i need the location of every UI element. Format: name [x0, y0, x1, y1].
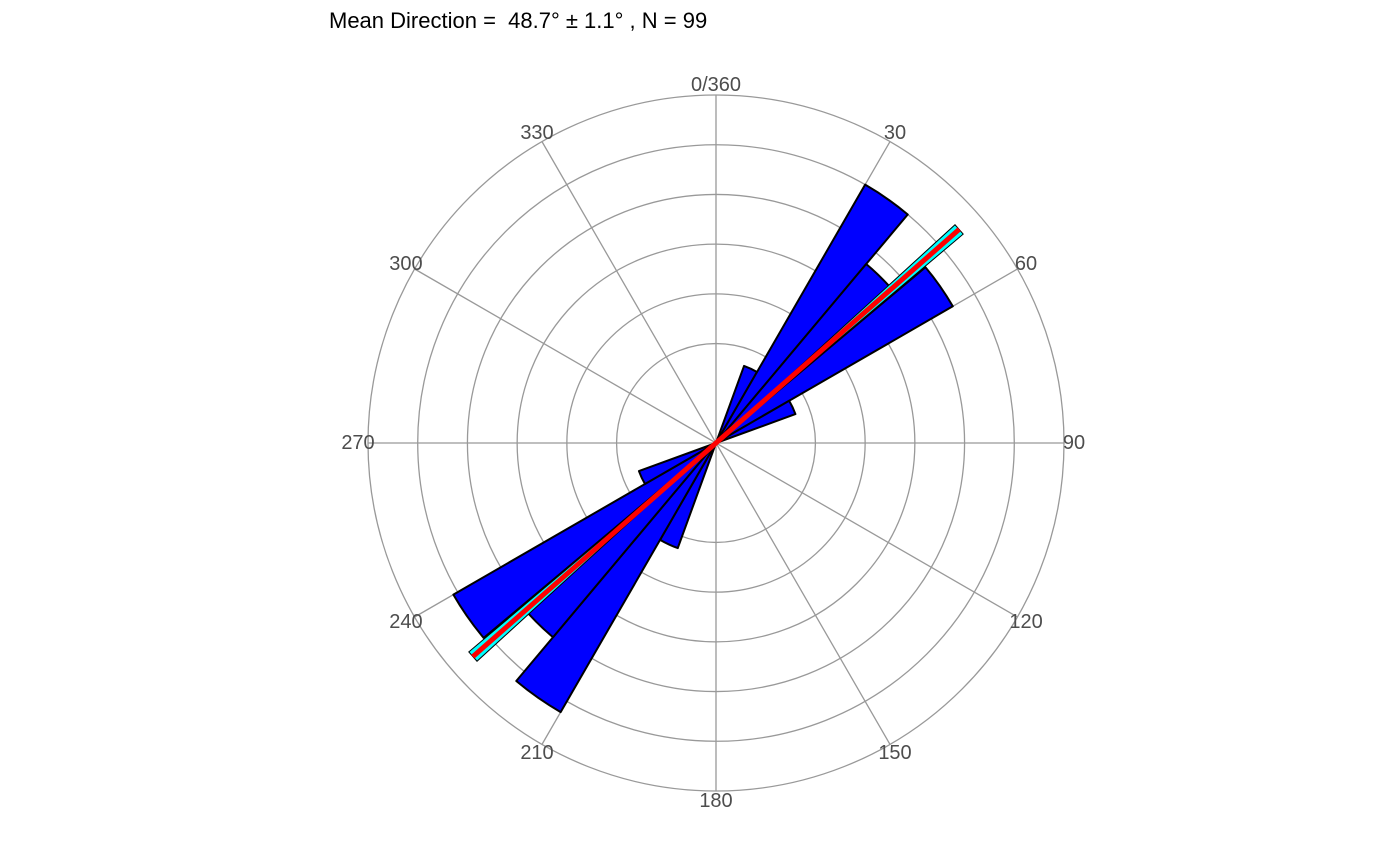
angle-tick-label: 90 [1063, 432, 1085, 454]
rose-bar [715, 183, 909, 444]
chart-title: Mean Direction = 48.7° ± 1.1° , N = 99 [329, 8, 708, 33]
grid-spoke [414, 268, 717, 444]
angle-tick-label: 270 [341, 432, 374, 454]
angle-tick-label: 180 [699, 790, 732, 812]
angle-tick-label: 0/360 [691, 74, 741, 96]
grid-spoke [715, 442, 1018, 618]
angle-tick-label: 210 [520, 742, 553, 764]
angle-tick-labels: 0/360 30 60 90 120 150 180 210 240 270 300 330 [341, 74, 1085, 812]
rose-bar [715, 266, 954, 444]
angle-tick-label: 300 [389, 253, 422, 275]
angle-tick-label: 120 [1009, 611, 1042, 633]
angle-tick-label: 330 [520, 122, 553, 144]
mean-direction-line [471, 227, 961, 659]
angle-tick-label: 240 [389, 611, 422, 633]
rose-bar [515, 442, 717, 714]
grid-spoke [541, 141, 717, 444]
angle-tick-label: 60 [1015, 253, 1037, 275]
mean-direction [468, 224, 964, 662]
grid-spoke [715, 442, 891, 745]
rose-bar [715, 399, 797, 444]
angle-tick-label: 30 [884, 122, 906, 144]
rose-bar [637, 442, 717, 486]
angle-tick-label: 150 [878, 742, 911, 764]
rose-bars [452, 183, 954, 714]
rose-bar [452, 442, 717, 639]
